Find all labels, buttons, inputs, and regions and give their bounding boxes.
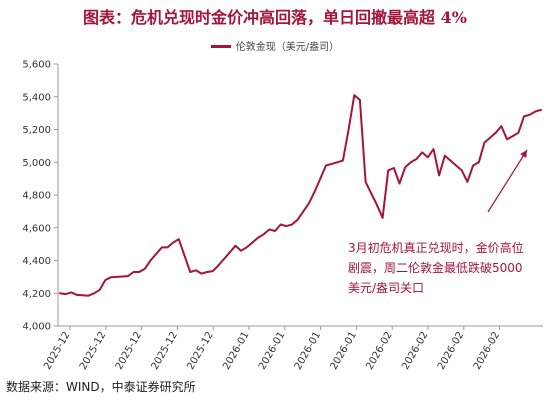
x-tick-label: 2026-02 [400,330,430,372]
legend: 伦敦金现（美元/盎司） [0,38,550,53]
y-tick-label: 5,200 [22,125,51,136]
y-tick-label: 5,000 [22,158,51,169]
x-tick-label: 2026-02 [472,330,502,372]
y-tick-label: 5,400 [22,92,51,103]
x-tick-label: 2026-02 [436,330,466,372]
y-axis-ticks: 4,000 4,200 4,400 4,600 4,800 5,000 5,200 5,400… [22,60,58,333]
annotation-text: 3月初危机真正兑现时，金价高位剧震，周二伦敦金最低跌破5000美元/盎司关口 [348,241,524,295]
y-tick-label: 4,400 [22,256,51,267]
y-tick-label: 4,800 [22,191,51,202]
x-tick-label: 2026-01 [221,330,251,372]
legend-swatch [210,44,231,48]
legend-label: 伦敦金现（美元/盎司） [235,42,340,53]
x-tick-label: 2026-01 [293,330,323,372]
x-tick-label: 2025-12 [114,330,144,372]
y-tick-label: 4,600 [22,223,51,234]
x-tick-label: 2026-01 [329,330,359,372]
chart-title: 图表：危机兑现时金价冲高回落，单日回撤最高超 4% [83,8,467,27]
x-axis-ticks: 2025-12 2025-12 2025-12 2025-12 2025-12 2026-… [42,326,502,372]
series-line-london-gold [59,94,542,297]
x-tick-label: 2026-02 [364,330,394,372]
x-tick-label: 2025-12 [42,330,72,372]
y-tick-label: 4,000 [22,322,51,333]
x-tick-label: 2025-12 [150,330,180,372]
x-tick-label: 2025-12 [185,330,215,372]
x-tick-label: 2025-12 [78,330,108,372]
y-tick-label: 5,600 [22,60,51,71]
source-note: 数据来源：WIND，中泰证券研究所 [6,380,196,394]
x-tick-label: 2026-01 [257,330,287,372]
series-layer [59,94,542,297]
y-tick-label: 4,200 [22,289,51,300]
annotation-arrow [487,149,528,213]
arrow-line [487,149,528,213]
